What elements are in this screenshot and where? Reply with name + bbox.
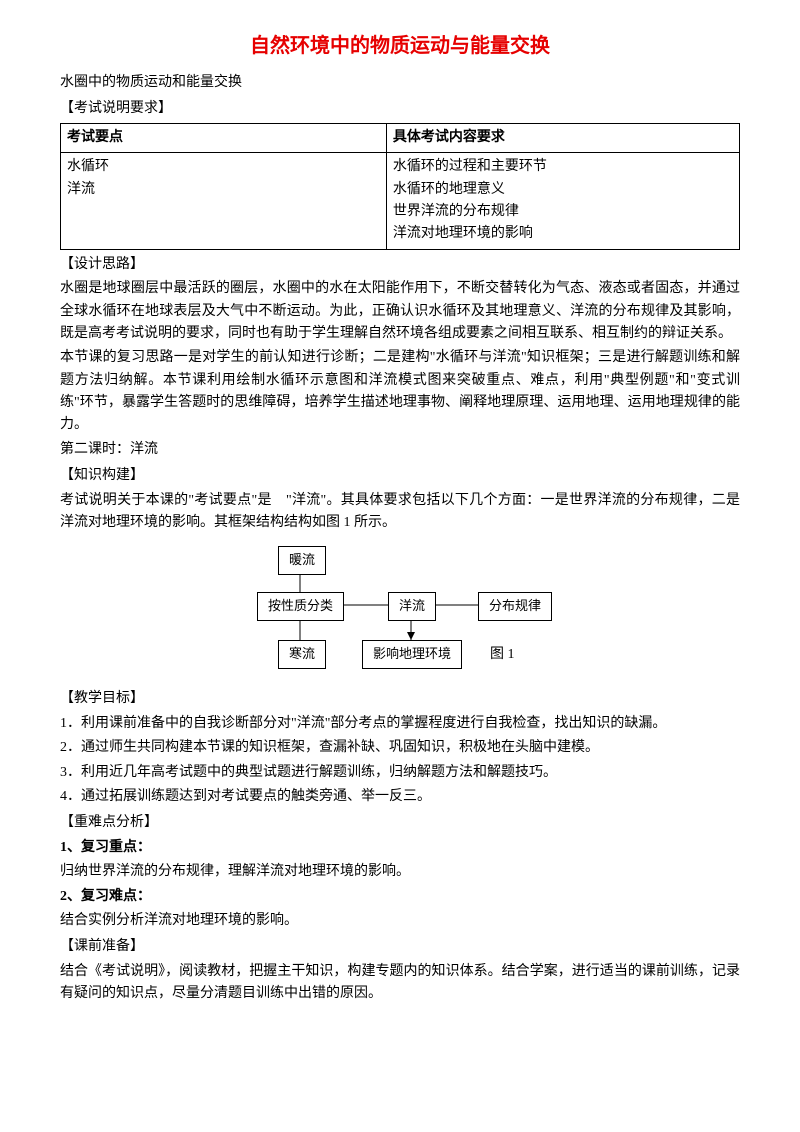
node-affect-env: 影响地理环境: [362, 640, 462, 669]
goal-1: 1．利用课前准备中的自我诊断部分对"洋流"部分考点的掌握程度进行自我检查，找出知…: [60, 713, 740, 735]
content-2: 水循环的地理意义: [393, 179, 733, 201]
heading-goals: 【教学目标】: [60, 688, 740, 710]
exam-requirements-table: 考试要点 具体考试内容要求 水循环 洋流 水循环的过程和主要环节 水循环的地理意…: [60, 123, 740, 250]
goal-4: 4．通过拓展训练题达到对考试要点的触类旁通、举一反三。: [60, 786, 740, 808]
document-page: 自然环境中的物质运动与能量交换 水圈中的物质运动和能量交换 【考试说明要求】 考…: [0, 0, 800, 1132]
heading-preclass: 【课前准备】: [60, 936, 740, 958]
review-difficulty-para: 结合实例分析洋流对地理环境的影响。: [60, 910, 740, 932]
node-ocean-current: 洋流: [388, 592, 436, 621]
node-distribution: 分布规律: [478, 592, 552, 621]
table-cell-content: 水循环的过程和主要环节 水循环的地理意义 世界洋流的分布规律 洋流对地理环境的影…: [386, 153, 739, 250]
page-title: 自然环境中的物质运动与能量交换: [60, 30, 740, 62]
heading-exam-requirements: 【考试说明要求】: [60, 98, 740, 120]
design-para-2: 本节课的复习思路一是对学生的前认知进行诊断；二是建构"水循环与洋流"知识框架；三…: [60, 347, 740, 437]
node-by-property: 按性质分类: [257, 592, 344, 621]
content-4: 洋流对地理环境的影响: [393, 223, 733, 245]
preclass-para: 结合《考试说明》，阅读教材，把握主干知识，构建专题内的知识体系。结合学案，进行适…: [60, 961, 740, 1006]
node-warm-current: 暖流: [278, 546, 326, 575]
design-para-1: 水圈是地球圈层中最活跃的圈层，水圈中的水在太阳能作用下，不断交替转化为气态、液态…: [60, 278, 740, 345]
table-header-points: 考试要点: [61, 123, 387, 152]
review-focus-para: 归纳世界洋流的分布规律，理解洋流对地理环境的影响。: [60, 861, 740, 883]
goal-3: 3．利用近几年高考试题中的典型试题进行解题训练，归纳解题方法和解题技巧。: [60, 762, 740, 784]
heading-design: 【设计思路】: [60, 254, 740, 276]
table-header-content: 具体考试内容要求: [386, 123, 739, 152]
point-2: 洋流: [67, 179, 380, 201]
content-1: 水循环的过程和主要环节: [393, 156, 733, 178]
knowledge-para: 考试说明关于本课的"考试要点"是 "洋流"。其具体要求包括以下几个方面：一是世界…: [60, 490, 740, 535]
point-1: 水循环: [67, 156, 380, 178]
node-cold-current: 寒流: [278, 640, 326, 669]
lesson-two: 第二课时：洋流: [60, 439, 740, 461]
figure-label: 图 1: [490, 644, 515, 666]
heading-difficulty: 【重难点分析】: [60, 812, 740, 834]
concept-diagram: 暖流 按性质分类 洋流 分布规律 寒流 影响地理环境 图 1: [200, 542, 600, 682]
table-cell-points: 水循环 洋流: [61, 153, 387, 250]
goal-2: 2．通过师生共同构建本节课的知识框架，查漏补缺、巩固知识，积极地在头脑中建模。: [60, 737, 740, 759]
review-focus-heading: 1、复习重点：: [60, 837, 740, 859]
subtitle: 水圈中的物质运动和能量交换: [60, 72, 740, 94]
content-3: 世界洋流的分布规律: [393, 201, 733, 223]
heading-knowledge: 【知识构建】: [60, 465, 740, 487]
goals-list: 1．利用课前准备中的自我诊断部分对"洋流"部分考点的掌握程度进行自我检查，找出知…: [60, 713, 740, 809]
review-difficulty-heading: 2、复习难点：: [60, 886, 740, 908]
